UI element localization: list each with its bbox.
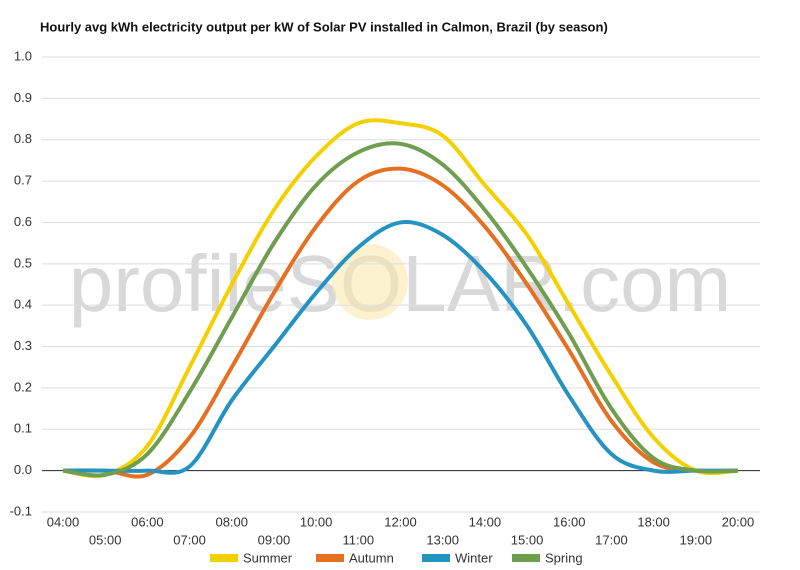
x-tick-label: 08:00 xyxy=(215,514,248,529)
y-tick-label: 0.5 xyxy=(14,255,32,270)
x-tick-label: 10:00 xyxy=(300,514,333,529)
series-line xyxy=(62,118,739,478)
series-line xyxy=(62,141,739,478)
legend-label: Spring xyxy=(545,550,583,565)
y-tick-label: 0.6 xyxy=(14,214,32,229)
x-tick-label: 04:00 xyxy=(47,514,80,529)
x-tick-label: 06:00 xyxy=(131,514,164,529)
legend-swatch xyxy=(512,554,540,562)
x-tick-label: 13:00 xyxy=(426,532,459,547)
x-tick-label: 07:00 xyxy=(173,532,206,547)
x-tick-label: 16:00 xyxy=(553,514,586,529)
legend-label: Summer xyxy=(243,550,293,565)
x-tick-label: 18:00 xyxy=(637,514,670,529)
x-tick-label: 14:00 xyxy=(469,514,502,529)
x-tick-label: 12:00 xyxy=(384,514,417,529)
x-tick-label: 20:00 xyxy=(722,514,755,529)
x-tick-label: 09:00 xyxy=(258,532,291,547)
x-tick-label: 11:00 xyxy=(343,532,375,547)
legend-label: Autumn xyxy=(349,550,394,565)
y-tick-label: 0.7 xyxy=(14,173,32,188)
watermark-sun xyxy=(332,244,408,320)
y-tick-label: 1.0 xyxy=(14,48,32,63)
y-tick-label: 0.1 xyxy=(14,421,32,436)
x-tick-label: 05:00 xyxy=(89,532,122,547)
y-tick-label: 0.8 xyxy=(14,131,32,146)
series-line xyxy=(62,220,738,475)
y-tick-label: 0.3 xyxy=(14,338,32,353)
y-tick-label: 0.2 xyxy=(14,379,32,394)
x-tick-label: 15:00 xyxy=(511,532,544,547)
y-tick-label: -0.1 xyxy=(10,503,32,518)
series-line xyxy=(62,166,739,479)
legend-label: Winter xyxy=(455,550,493,565)
x-tick-label: 19:00 xyxy=(680,532,713,547)
legend-swatch xyxy=(422,554,450,562)
y-tick-label: 0.0 xyxy=(14,462,32,477)
legend-swatch xyxy=(210,554,238,562)
legend-swatch xyxy=(316,554,344,562)
x-tick-label: 17:00 xyxy=(595,532,628,547)
chart-title: Hourly avg kWh electricity output per kW… xyxy=(40,19,608,34)
y-tick-label: 0.4 xyxy=(14,297,32,312)
y-tick-label: 0.9 xyxy=(14,90,32,105)
